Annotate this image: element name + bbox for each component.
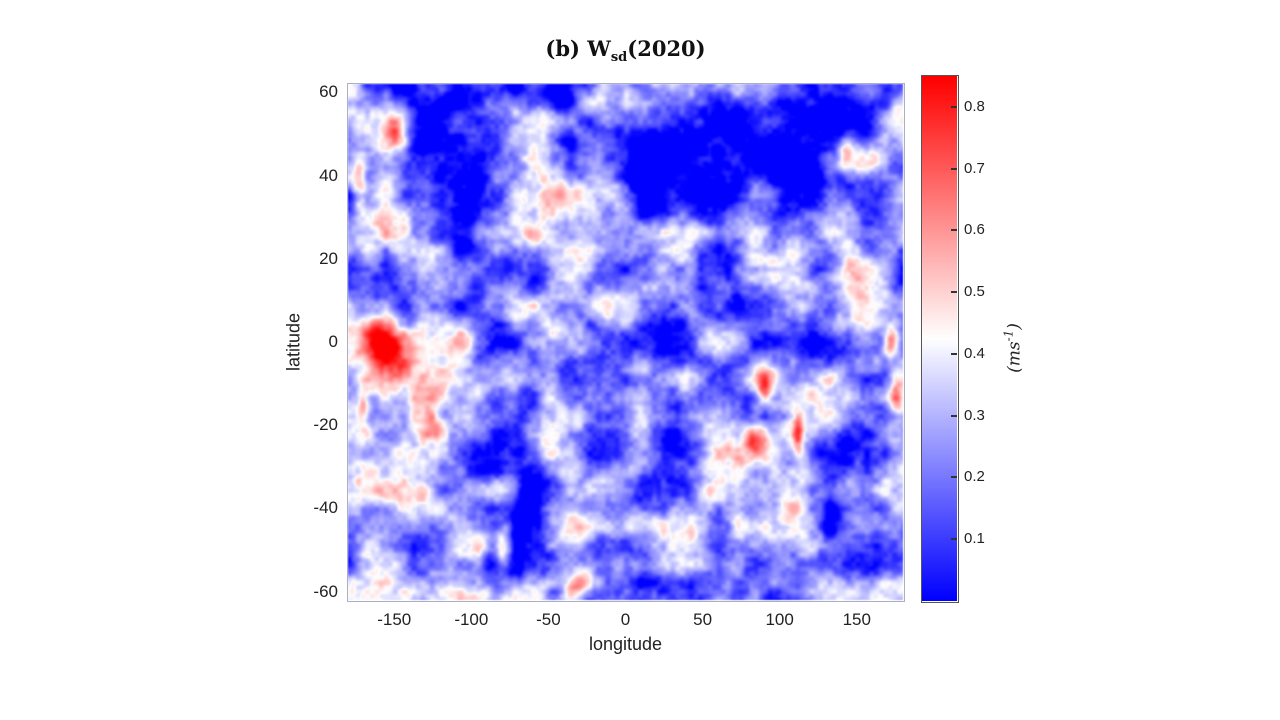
x-tick-label: -50 [536, 610, 561, 629]
colorbar-tick-mark [951, 538, 957, 541]
colorbar-tick-label: 0.4 [964, 344, 985, 362]
title-subscript: sd [610, 50, 628, 66]
colorbar-tick-mark [951, 167, 957, 170]
colorbar-tick-label: 0.6 [964, 221, 985, 239]
unit-exponent: -1 [1001, 329, 1016, 342]
colorbar-tick-mark [951, 105, 957, 108]
title-suffix: (2020) [627, 36, 706, 61]
colorbar [922, 76, 957, 601]
y-tick-label: -40 [313, 498, 338, 518]
x-tick-label: -100 [454, 610, 489, 629]
unit-open: (ms [1004, 341, 1025, 373]
y-tick-label: 60 [319, 82, 338, 102]
x-tick-label: 50 [693, 610, 713, 629]
x-tick-label: -150 [377, 610, 412, 629]
title-prefix: (b) [545, 36, 588, 61]
colorbar-tick-mark [951, 476, 957, 479]
y-tick-label: -20 [313, 415, 338, 435]
colorbar-unit-label: (ms-1) [1002, 323, 1025, 373]
x-tick-label: 0 [620, 610, 631, 629]
colorbar-tick-label: 0.1 [964, 530, 985, 548]
colorbar-tick-mark [951, 291, 957, 294]
colorbar-tick-label: 0.8 [964, 97, 985, 115]
unit-close: ) [1004, 323, 1025, 330]
y-tick-label: -60 [313, 581, 338, 601]
colorbar-tick-label: 0.5 [964, 283, 985, 301]
plot-title: (b) Wsd(2020) [348, 36, 903, 65]
colorbar-tick-mark [951, 229, 957, 232]
colorbar-tick-label: 0.7 [964, 159, 985, 177]
colorbar-tick-mark [951, 352, 957, 355]
x-tick-label: 100 [765, 610, 794, 629]
title-symbol: W [587, 36, 611, 61]
y-tick-label: 20 [319, 248, 338, 268]
y-tick-label: 40 [319, 165, 338, 185]
y-tick-label: 0 [328, 332, 338, 351]
colorbar-tick-mark [951, 414, 957, 417]
heatmap-plot [348, 84, 903, 600]
colorbar-tick-label: 0.2 [964, 468, 985, 486]
colorbar-tick-label: 0.3 [964, 406, 985, 424]
x-tick-label: 150 [842, 610, 871, 629]
x-axis-label: longitude [588, 634, 663, 654]
